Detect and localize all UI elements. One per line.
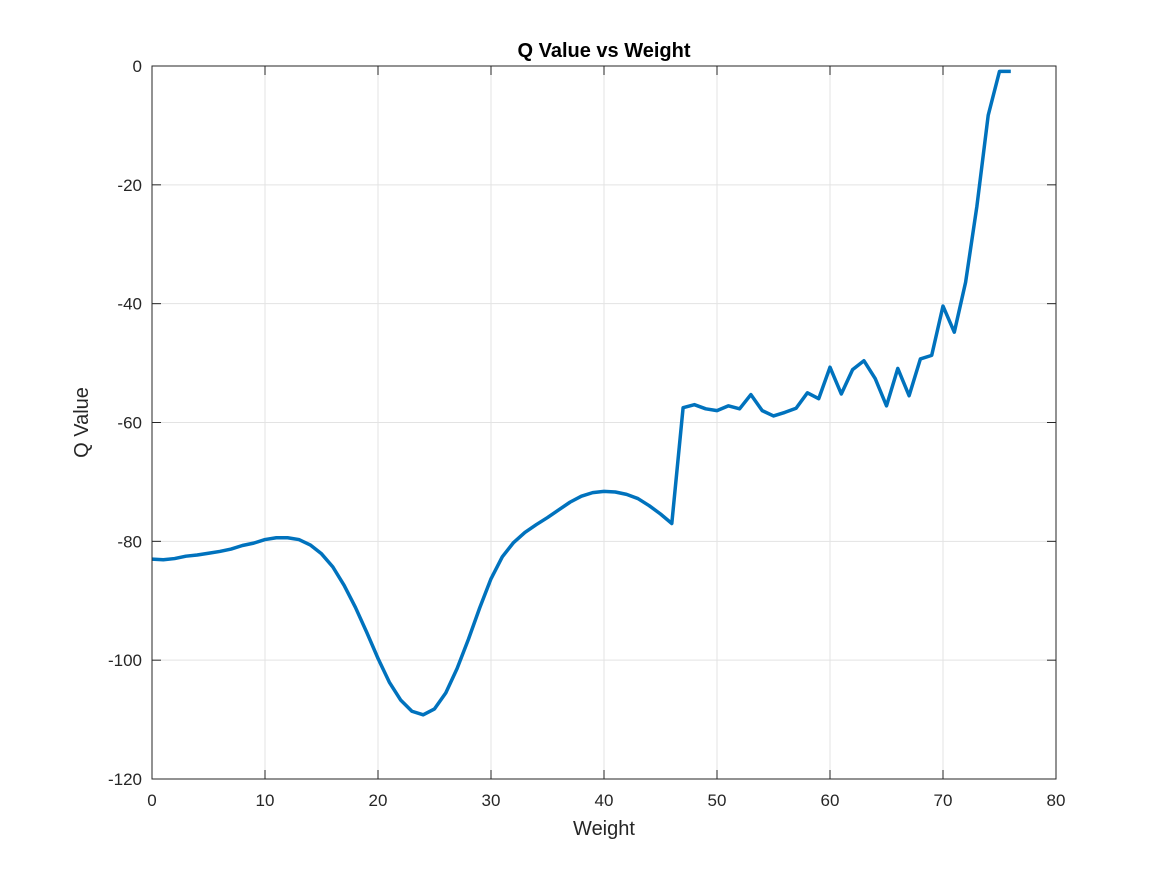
x-tick-label: 80 [1047,791,1066,810]
y-tick-label: -100 [108,651,142,670]
x-tick-label: 0 [147,791,156,810]
y-tick-label: -80 [117,532,142,551]
x-tick-label: 40 [595,791,614,810]
x-tick-label: 60 [821,791,840,810]
grid-lines [152,66,1056,779]
tick-marks [151,65,1057,780]
x-tick-label: 50 [708,791,727,810]
series-line [151,69,1011,717]
y-tick-label: 0 [133,57,142,76]
x-tick-label: 70 [934,791,953,810]
x-tick-label: 10 [256,791,275,810]
y-tick-label: -20 [117,176,142,195]
x-tick-labels: 0 10 20 30 40 50 60 70 80 [147,791,1065,810]
chart-title: Q Value vs Weight [517,40,690,62]
y-axis-label: Q Value [71,387,93,458]
x-tick-label: 20 [369,791,388,810]
y-tick-label: -120 [108,770,142,789]
y-tick-label: -60 [117,414,142,433]
y-tick-label: -40 [117,295,142,314]
y-tick-labels: -120 -100 -80 -60 -40 -20 0 [108,57,142,789]
x-axis-label: Weight [573,818,635,840]
x-tick-label: 30 [482,791,501,810]
series-group [151,69,1011,717]
